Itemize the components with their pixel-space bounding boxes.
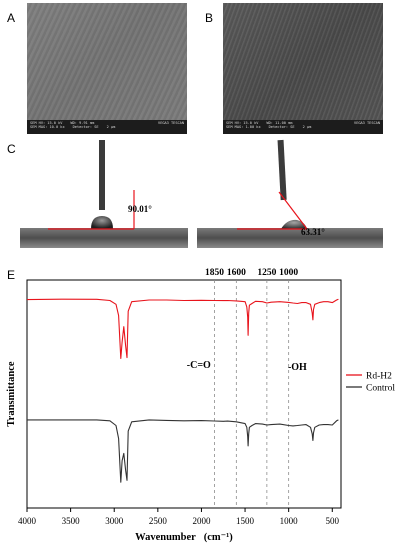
contact-angle-value-c: 90.01° (128, 204, 152, 214)
plot-frame (26, 279, 342, 509)
droplet-d (281, 219, 307, 229)
substrate-d (197, 228, 383, 248)
legend-label-control: Control (366, 384, 395, 394)
x-tick-label: 3500 (62, 516, 81, 526)
series-line-control (27, 419, 339, 483)
contact-angle-value-d: 63.31° (301, 227, 325, 237)
x-tick-label: 1500 (236, 516, 255, 526)
x-axis-label: Wavenumber (cm⁻¹) (135, 532, 233, 543)
panel-label-a: A (7, 11, 16, 25)
reference-line-label: 1250 (257, 268, 276, 278)
tangent-d (278, 191, 308, 230)
panel-label-b: B (205, 11, 214, 25)
sem-info-bar-b: SEM HV: 15.0 kV WD: 11.00 mm VEGA3 TESCA… (223, 120, 383, 134)
needle-d (277, 139, 287, 201)
reference-line-label: 1850 (205, 268, 224, 278)
needle-c (99, 140, 105, 210)
sem-hv-a: SEM HV: 15.0 kV (30, 121, 63, 125)
x-tick-label: 4000 (18, 516, 37, 526)
y-axis-label: Transmittance (6, 361, 17, 426)
x-tick-label: 1000 (280, 516, 299, 526)
x-tick-label: 2000 (192, 516, 211, 526)
x-tick-label: 3000 (105, 516, 124, 526)
x-tick-label: 2500 (149, 516, 168, 526)
annotation-carbonyl: -C=O (187, 360, 211, 371)
substrate-c (20, 228, 188, 248)
sem-vega-b: VEGA3 TESCAN (354, 121, 380, 125)
sem-mag-b: SEM MAG: 1.00 kx (226, 125, 261, 130)
sem-info-bar-a: SEM HV: 15.0 kV WD: 9.91 mm VEGA3 TESCAN… (27, 120, 187, 134)
sem-image-b: SEM HV: 15.0 kV WD: 11.00 mm VEGA3 TESCA… (223, 3, 383, 134)
sem-vega-a: VEGA3 TESCAN (158, 121, 184, 125)
contact-angle-drawing-c (20, 140, 188, 248)
panel-label-c: C (7, 142, 16, 156)
contact-angle-drawing-d (197, 139, 383, 248)
annotation-hydroxyl: -OH (288, 362, 307, 373)
ftir-chart: 4000 3500 3000 2500 2000 1500 1000 500 1850 1600 1… (6, 268, 395, 543)
reference-line-label: 1600 (227, 268, 246, 278)
sem-det-b: Detector: SE (268, 125, 295, 130)
sem-wd-a: WD: 9.91 mm (70, 121, 95, 125)
sem-image-a: SEM HV: 15.0 kV WD: 9.91 mm VEGA3 TESCAN… (27, 3, 187, 134)
reference-line-label: 1000 (279, 268, 298, 278)
contact-angle-image-d: 63.31° (197, 138, 383, 250)
sem-mag-a: SEM MAG: 10.0 kx (30, 125, 65, 130)
panel-label-e: E (7, 268, 16, 282)
droplet-c (91, 216, 113, 229)
series-line-rd-h2 (26, 298, 339, 360)
sem-wd-b: WD: 11.00 mm (266, 121, 293, 125)
contact-angle-image-c: 90.01° (20, 138, 188, 250)
sem-scale-b: 2 µm (302, 125, 312, 130)
sem-scale-a: 2 µm (106, 125, 116, 130)
legend-label-rd-h2: Rd-H2 (366, 372, 392, 382)
x-tick-label: 500 (326, 516, 340, 526)
sem-det-a: Detector: SE (72, 125, 99, 130)
sem-hv-b: SEM HV: 15.0 kV (226, 121, 259, 125)
